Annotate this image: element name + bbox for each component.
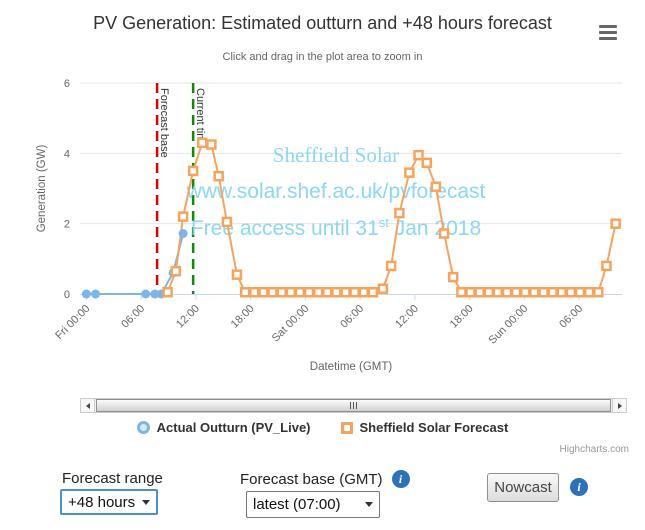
scrollbar-grip-icon: [350, 402, 351, 409]
y-tick-label: 6: [64, 78, 70, 90]
forecast-range-label: Forecast range: [62, 470, 163, 487]
plot-area[interactable]: [80, 83, 622, 294]
scrollbar-grip-icon: [353, 402, 354, 409]
circle-marker-icon: [136, 421, 150, 434]
legend: Actual Outturn (PV_Live) Sheffield Solar…: [0, 420, 645, 435]
data-point[interactable]: [206, 139, 217, 150]
scrollbar-thumb[interactable]: [96, 399, 611, 412]
legend-item-forecast[interactable]: Sheffield Solar Forecast: [340, 420, 509, 435]
data-point[interactable]: [438, 228, 450, 239]
legend-item-actual-outturn[interactable]: Actual Outturn (PV_Live): [136, 420, 311, 435]
x-tick-label: 18:00: [448, 303, 476, 331]
data-point[interactable]: [162, 286, 173, 298]
forecast-range-value: +48 hours: [68, 493, 136, 511]
data-point[interactable]: [377, 283, 389, 294]
data-point[interactable]: [187, 165, 199, 177]
x-tick-label: Fri 00:00: [53, 303, 92, 342]
scrollbar-grip-icon: [356, 402, 357, 409]
data-point[interactable]: [385, 260, 397, 272]
data-point[interactable]: [81, 289, 91, 299]
x-tick-label: 06:00: [557, 303, 585, 331]
x-tick-label: 18:00: [229, 303, 257, 331]
watermark-notice: Free access until 31st Jan 2018: [191, 215, 481, 240]
x-tick-label: 06:00: [119, 303, 147, 331]
data-point[interactable]: [177, 211, 189, 222]
data-point[interactable]: [394, 207, 405, 219]
pv-generation-chart[interactable]: 0 2 4 6 Fri 00:00 06:00 12:00 18:00 Sat 00:00 06:…: [0, 65, 645, 395]
data-point[interactable]: [150, 289, 160, 299]
forecast-base-select[interactable]: latest (07:00): [246, 491, 380, 518]
data-point[interactable]: [213, 170, 224, 182]
data-point[interactable]: [178, 229, 188, 239]
forecast-base-row: Forecast base (GMT) i: [240, 470, 410, 488]
forecast-base-value: latest (07:00): [253, 496, 341, 513]
x-tick-label: Sun 00:00: [487, 303, 531, 347]
info-icon[interactable]: i: [391, 470, 410, 488]
legend-label: Actual Outturn (PV_Live): [156, 420, 311, 435]
data-point[interactable]: [430, 181, 442, 192]
x-tick-label: 12:00: [393, 303, 421, 331]
legend-label: Sheffield Solar Forecast: [359, 420, 509, 435]
y-tick-label: 0: [64, 289, 70, 301]
data-point[interactable]: [170, 265, 182, 277]
x-tick-label: 12:00: [174, 303, 202, 331]
data-point[interactable]: [367, 286, 379, 298]
y-tick-label: 2: [64, 219, 70, 231]
plot-line-label: Current time: [194, 88, 206, 149]
chart-title: PV Generation: Estimated outturn and +48…: [93, 13, 552, 33]
watermark-url: www.solar.shef.ac.uk/pvforecast: [186, 180, 486, 203]
square-marker-icon: [340, 421, 353, 434]
data-point[interactable]: [231, 269, 243, 280]
menu-bar: [599, 37, 617, 40]
y-tick-label: 4: [64, 148, 70, 160]
data-point[interactable]: [447, 271, 459, 283]
forecast-base-label: Forecast base (GMT): [240, 470, 383, 488]
data-point[interactable]: [601, 260, 612, 272]
hamburger-menu-icon[interactable]: [599, 25, 619, 41]
chevron-down-icon: [365, 502, 373, 507]
chart-scrollbar[interactable]: [80, 398, 627, 413]
highcharts-credit-link[interactable]: Highcharts.com: [559, 444, 629, 455]
data-point[interactable]: [141, 289, 151, 299]
data-point[interactable]: [421, 157, 432, 169]
data-point[interactable]: [404, 167, 415, 178]
info-icon[interactable]: i: [570, 478, 588, 496]
watermark-brand: Sheffield Solar: [273, 143, 399, 167]
data-point[interactable]: [593, 286, 604, 298]
data-point[interactable]: [610, 218, 621, 229]
menu-bar: [599, 31, 617, 34]
x-tick-label: Sat 00:00: [270, 303, 312, 345]
scrollbar-track[interactable]: [95, 398, 612, 413]
data-point[interactable]: [221, 216, 233, 228]
chevron-down-icon: [142, 499, 150, 505]
scrollbar-right-arrow-icon[interactable]: [612, 398, 627, 413]
data-point[interactable]: [91, 289, 101, 299]
data-point[interactable]: [413, 149, 424, 161]
scrollbar-left-arrow-icon[interactable]: [80, 398, 95, 413]
plot-line-label: Forecast base: [158, 88, 170, 158]
chart-subtitle: Click and drag in the plot area to zoom …: [222, 51, 423, 63]
x-tick-label: 06:00: [338, 303, 366, 331]
forecast-range-select[interactable]: +48 hours: [60, 489, 158, 515]
menu-bar: [599, 25, 617, 28]
y-axis-title: Generation (GW): [36, 145, 48, 233]
nowcast-button[interactable]: Nowcast: [487, 473, 559, 502]
x-axis-title: Datetime (GMT): [310, 361, 393, 373]
